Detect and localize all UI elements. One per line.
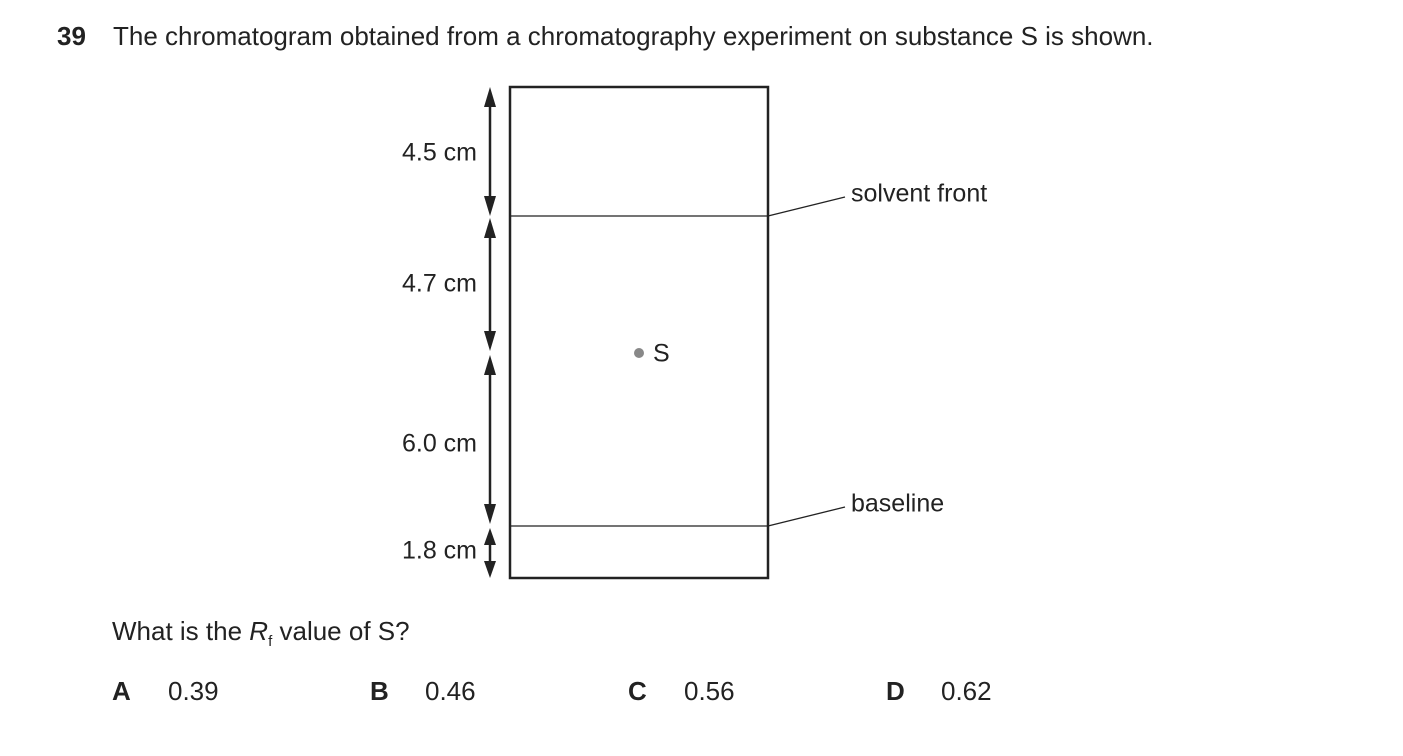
leader-line [767,196,846,217]
dimension-arrows [484,87,496,578]
question-number: 39 [57,21,86,51]
measurement-label: 6.0 cm [402,430,477,458]
spot [634,348,644,358]
option-letter: A [112,676,131,706]
option-letter: C [628,676,647,706]
option-value: 0.62 [941,676,992,706]
measurement-label: 1.8 cm [402,537,477,565]
spot-label: S [653,340,670,368]
leader-line [767,506,846,527]
measurement-label: 4.7 cm [402,270,477,298]
baseline-label: baseline [851,490,944,518]
rf-subscript: f [268,633,273,651]
prompt-start: What is the [112,616,243,646]
option-value: 0.46 [425,676,476,706]
question-text: The chromatogram obtained from a chromat… [113,21,1154,51]
option-value: 0.39 [168,676,219,706]
solvent-front-label: solvent front [851,180,987,208]
measurement-label: 4.5 cm [402,139,477,167]
prompt: What is the Rf value of S? [112,616,410,657]
option-letter: B [370,676,389,706]
option-letter: D [886,676,905,706]
prompt-end: value of S? [279,616,410,646]
paper [508,85,770,580]
rf-symbol: R [249,616,269,646]
option-value: 0.56 [684,676,735,706]
